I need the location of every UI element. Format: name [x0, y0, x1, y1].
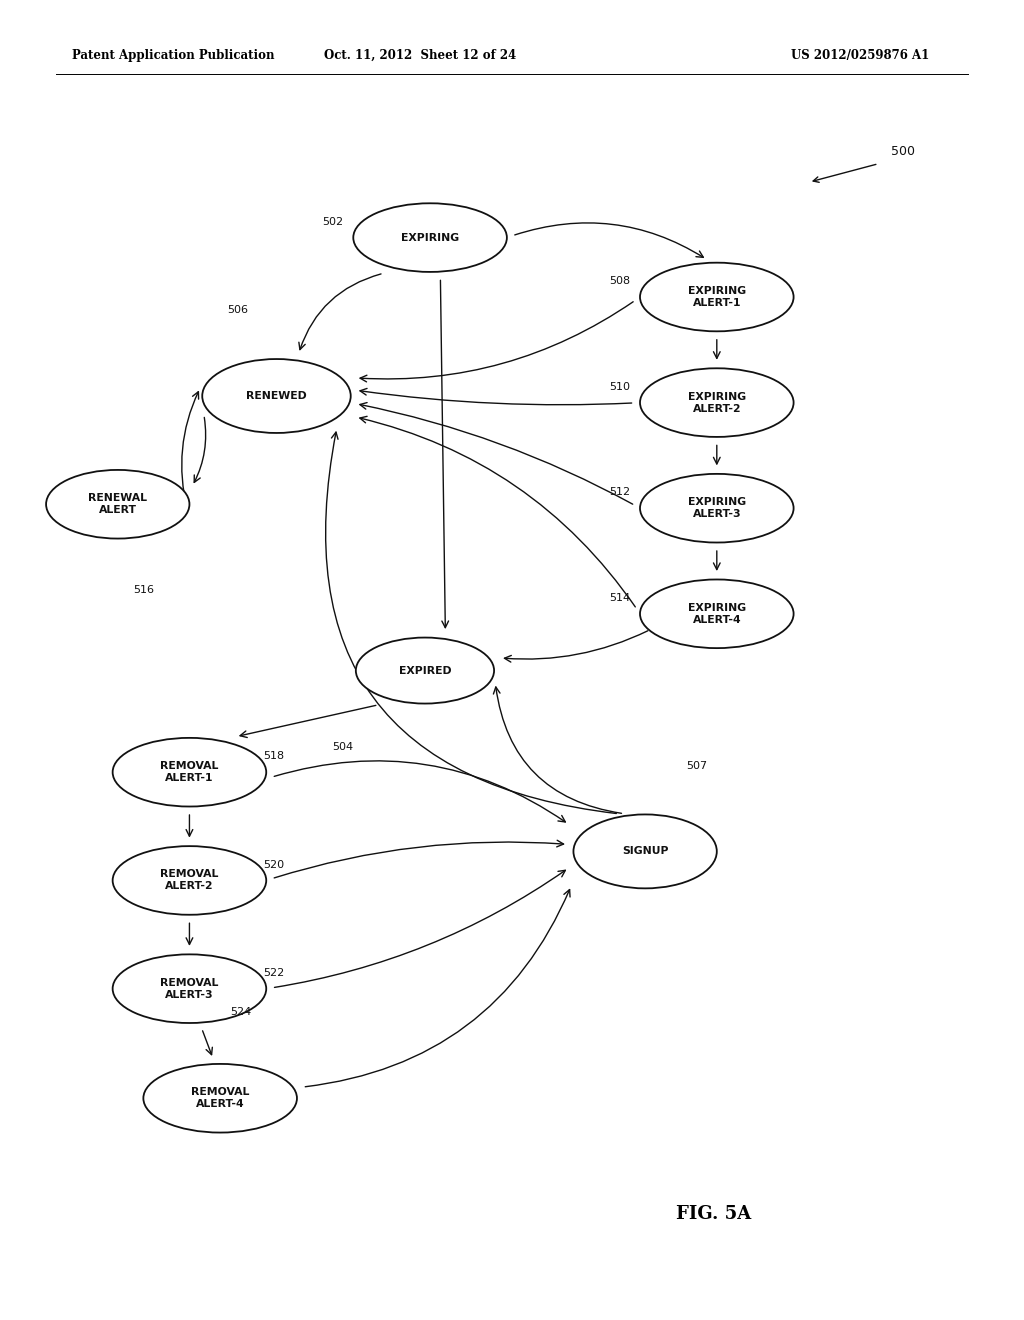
Text: Oct. 11, 2012  Sheet 12 of 24: Oct. 11, 2012 Sheet 12 of 24 [324, 49, 516, 62]
Ellipse shape [46, 470, 189, 539]
Text: 500: 500 [891, 145, 914, 158]
Text: 524: 524 [230, 1007, 251, 1018]
Text: REMOVAL
ALERT-2: REMOVAL ALERT-2 [160, 870, 219, 891]
Text: FIG. 5A: FIG. 5A [676, 1205, 751, 1224]
Text: 506: 506 [227, 305, 248, 315]
Text: 514: 514 [609, 593, 630, 603]
Text: 520: 520 [263, 859, 284, 870]
Text: SIGNUP: SIGNUP [622, 846, 669, 857]
Text: 508: 508 [609, 276, 630, 286]
Text: 522: 522 [263, 968, 284, 978]
Text: EXPIRING: EXPIRING [401, 232, 459, 243]
Ellipse shape [640, 368, 794, 437]
Text: EXPIRING
ALERT-1: EXPIRING ALERT-1 [688, 286, 745, 308]
Ellipse shape [113, 738, 266, 807]
Text: Patent Application Publication: Patent Application Publication [72, 49, 274, 62]
Text: EXPIRING
ALERT-4: EXPIRING ALERT-4 [688, 603, 745, 624]
Text: US 2012/0259876 A1: US 2012/0259876 A1 [791, 49, 930, 62]
Text: 507: 507 [686, 760, 707, 771]
Text: 516: 516 [133, 585, 154, 595]
Text: 510: 510 [609, 381, 630, 392]
Ellipse shape [640, 579, 794, 648]
Text: REMOVAL
ALERT-4: REMOVAL ALERT-4 [190, 1088, 250, 1109]
Text: EXPIRING
ALERT-2: EXPIRING ALERT-2 [688, 392, 745, 413]
Ellipse shape [573, 814, 717, 888]
Text: REMOVAL
ALERT-3: REMOVAL ALERT-3 [160, 978, 219, 999]
Text: 502: 502 [323, 216, 343, 227]
Text: 518: 518 [263, 751, 284, 762]
Ellipse shape [203, 359, 350, 433]
Text: 512: 512 [609, 487, 630, 498]
Ellipse shape [113, 846, 266, 915]
Ellipse shape [640, 263, 794, 331]
Text: 504: 504 [333, 742, 353, 752]
Ellipse shape [355, 638, 494, 704]
Text: REMOVAL
ALERT-1: REMOVAL ALERT-1 [160, 762, 219, 783]
Text: EXPIRING
ALERT-3: EXPIRING ALERT-3 [688, 498, 745, 519]
Ellipse shape [143, 1064, 297, 1133]
Ellipse shape [113, 954, 266, 1023]
Ellipse shape [353, 203, 507, 272]
Text: RENEWED: RENEWED [246, 391, 307, 401]
Ellipse shape [640, 474, 794, 543]
Text: EXPIRED: EXPIRED [398, 665, 452, 676]
Text: RENEWAL
ALERT: RENEWAL ALERT [88, 494, 147, 515]
